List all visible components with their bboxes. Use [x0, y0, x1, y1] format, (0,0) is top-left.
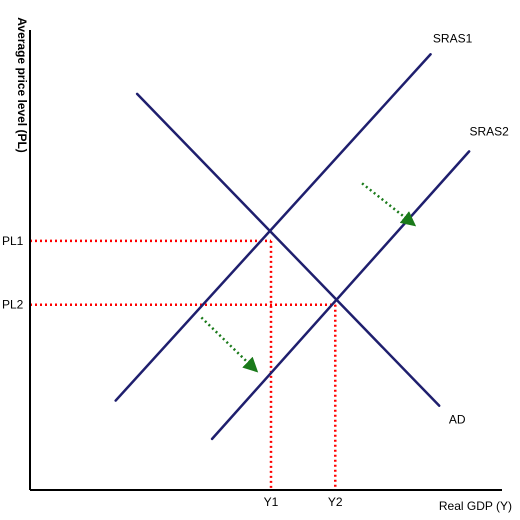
curve-label-sras2: SRAS2 — [469, 124, 509, 138]
shift-arrow-1 — [361, 182, 417, 227]
x-tick-label-y1: Y1 — [264, 495, 279, 509]
shift-arrows — [200, 182, 417, 373]
curve-sras2 — [210, 150, 471, 441]
curves — [114, 53, 471, 441]
y-axis-title: Average price level (PL) — [15, 17, 29, 153]
y-tick-label-pl1: PL1 — [2, 234, 24, 248]
curve-label-sras1: SRAS1 — [433, 31, 473, 45]
x-tick-label-y2: Y2 — [328, 495, 343, 509]
y-tick-label-pl2: PL2 — [2, 298, 24, 312]
curve-sras1 — [114, 53, 432, 402]
x-axis-title: Real GDP (Y) — [439, 499, 512, 513]
curve-ad — [135, 92, 441, 407]
shift-arrow-2 — [200, 316, 259, 373]
curve-label-ad: AD — [449, 413, 466, 427]
guide-lines — [30, 239, 337, 490]
